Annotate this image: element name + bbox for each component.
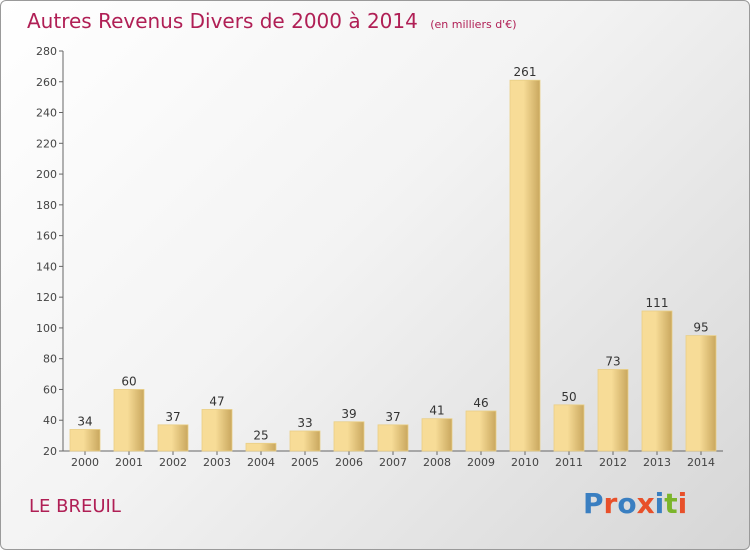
x-tick-label-2002: 2002	[159, 456, 187, 469]
bar-2011	[553, 404, 585, 452]
data-label-2003: 47	[209, 394, 224, 408]
y-tick-label: 280	[36, 45, 57, 58]
bar-2006	[333, 421, 365, 452]
x-tick-label-2009: 2009	[467, 456, 495, 469]
data-label-2005: 33	[297, 416, 312, 430]
bar-2010	[509, 79, 541, 452]
x-tick-label-2004: 2004	[247, 456, 275, 469]
x-tick-label-2008: 2008	[423, 456, 451, 469]
y-tick-label: 120	[36, 291, 57, 304]
x-tick-label-2013: 2013	[643, 456, 671, 469]
logo-letter: r	[603, 487, 618, 520]
y-tick-label: 260	[36, 76, 57, 89]
data-label-2010: 261	[514, 65, 537, 79]
data-label-2009: 46	[473, 396, 488, 410]
data-label-2001: 60	[121, 374, 136, 388]
bar-2003	[201, 409, 233, 452]
logo-letter: t	[664, 487, 678, 520]
x-tick-label-2006: 2006	[335, 456, 363, 469]
bar-2009	[465, 410, 497, 452]
x-tick-label-2000: 2000	[71, 456, 99, 469]
y-tick-label: 240	[36, 107, 57, 120]
x-tick-label-2003: 2003	[203, 456, 231, 469]
y-tick-label: 200	[36, 168, 57, 181]
bar-2012	[597, 369, 629, 452]
x-tick-label-2001: 2001	[115, 456, 143, 469]
chart-title-unit: (en milliers d'€)	[430, 18, 517, 31]
y-tick-label: 100	[36, 322, 57, 335]
x-tick-label-2011: 2011	[555, 456, 583, 469]
y-tick-label: 140	[36, 260, 57, 273]
logo-letter: i	[677, 487, 688, 520]
x-tick-label-2012: 2012	[599, 456, 627, 469]
x-tick-label-2010: 2010	[511, 456, 539, 469]
bar-2013	[641, 310, 673, 452]
bar-2001	[113, 389, 145, 452]
bar-2007	[377, 424, 409, 452]
data-label-2004: 25	[253, 428, 268, 442]
x-tick-label-2007: 2007	[379, 456, 407, 469]
chart-axes: 20 40 60 80 100 120 140 160 180 200 220 240 260 280 20…	[36, 45, 723, 469]
y-tick-label: 180	[36, 199, 57, 212]
logo-letter: P	[583, 487, 604, 520]
bar-2014	[685, 335, 717, 452]
data-label-2011: 50	[561, 390, 576, 404]
y-tick-label: 40	[43, 414, 57, 427]
data-label-2014: 95	[693, 321, 708, 335]
bar-2004	[245, 442, 277, 452]
data-label-2012: 73	[605, 354, 620, 368]
chart-title-main: Autres Revenus Divers de 2000 à 2014	[27, 9, 418, 33]
logo-letter: i	[654, 487, 665, 520]
y-tick-label: 160	[36, 230, 57, 243]
x-tick-label-2005: 2005	[291, 456, 319, 469]
place-name: LE BREUIL	[29, 496, 121, 517]
data-label-2000: 34	[77, 414, 92, 428]
y-tick-label: 60	[43, 383, 57, 396]
data-label-2006: 39	[341, 407, 356, 421]
y-tick-label: 220	[36, 137, 57, 150]
logo-letter: o	[617, 487, 637, 520]
chart-bars: 34 60 37 47 25 33 39 37 41 46 261 50 73 111 95	[69, 65, 717, 452]
chart-title: Autres Revenus Divers de 2000 à 2014 (en…	[27, 9, 517, 33]
data-label-2013: 111	[646, 296, 669, 310]
logo-letter: x	[636, 487, 655, 520]
bar-2005	[289, 430, 321, 452]
data-label-2002: 37	[165, 410, 180, 424]
proxiti-logo: Proxiti	[583, 487, 687, 520]
y-tick-label: 20	[43, 445, 57, 458]
x-tick-label-2014: 2014	[687, 456, 715, 469]
data-label-2007: 37	[385, 410, 400, 424]
bar-2002	[157, 424, 189, 452]
y-tick-label: 80	[43, 353, 57, 366]
bar-2008	[421, 418, 453, 452]
bar-2000	[69, 429, 101, 452]
data-label-2008: 41	[429, 404, 444, 418]
